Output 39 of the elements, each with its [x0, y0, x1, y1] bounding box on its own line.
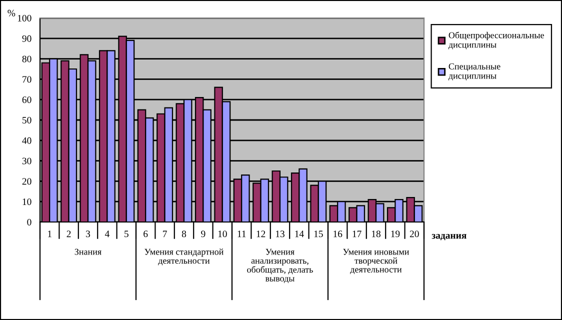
y-tick-label: 40: [22, 137, 32, 144]
text: Умения стандартной деятельности: [144, 248, 224, 266]
x-tick-label: 6: [144, 230, 148, 238]
x-tick-label: 8: [182, 230, 186, 238]
y-axis-title: %: [8, 10, 16, 16]
y-tick-label: 60: [22, 96, 32, 104]
y-tick-label: 70: [22, 76, 32, 83]
y-tick-label: 10: [22, 198, 32, 206]
x-tick-label: 1: [48, 230, 52, 238]
x-tick-label: 16: [334, 230, 342, 238]
legend-label: Общепрофессиональные дисциплины: [448, 32, 544, 50]
y-tick-label: 50: [22, 116, 32, 124]
x-tick-label: 17: [352, 230, 362, 238]
x-tick-label: 15: [314, 230, 323, 238]
x-tick-label: 12: [256, 230, 266, 238]
y-tick-label: 20: [22, 178, 32, 185]
x-tick-label: 10: [218, 230, 227, 238]
text: Знания: [74, 248, 102, 255]
x-tick-label: 7: [163, 230, 167, 238]
x-tick-label: 18: [372, 230, 380, 238]
x-tick-label: 5: [124, 230, 128, 238]
y-tick-label: 90: [22, 35, 32, 42]
x-tick-label: 20: [410, 230, 419, 238]
y-tick-label: 80: [22, 56, 32, 62]
x-tick-label: 11: [238, 230, 246, 238]
x-tick-label: 13: [276, 230, 284, 238]
text: Умения иновыми творческой деятельности: [343, 248, 410, 274]
y-tick-label: 30: [22, 158, 32, 164]
y-tick-label: 100: [18, 14, 32, 22]
x-tick-label: 9: [201, 230, 206, 238]
x-tick-label: 4: [104, 230, 110, 238]
legend-label: Специальные дисциплины: [448, 63, 500, 81]
x-tick-label: 2: [66, 230, 71, 238]
text: Умения анализировать, обобщать, делать выводы: [247, 248, 313, 284]
x-tick-label: 19: [391, 230, 400, 238]
y-tick-label: 0: [27, 218, 32, 226]
x-tick-label: 3: [86, 230, 90, 238]
x-axis-title: задания: [432, 234, 466, 240]
x-tick-label: 14: [295, 230, 304, 238]
